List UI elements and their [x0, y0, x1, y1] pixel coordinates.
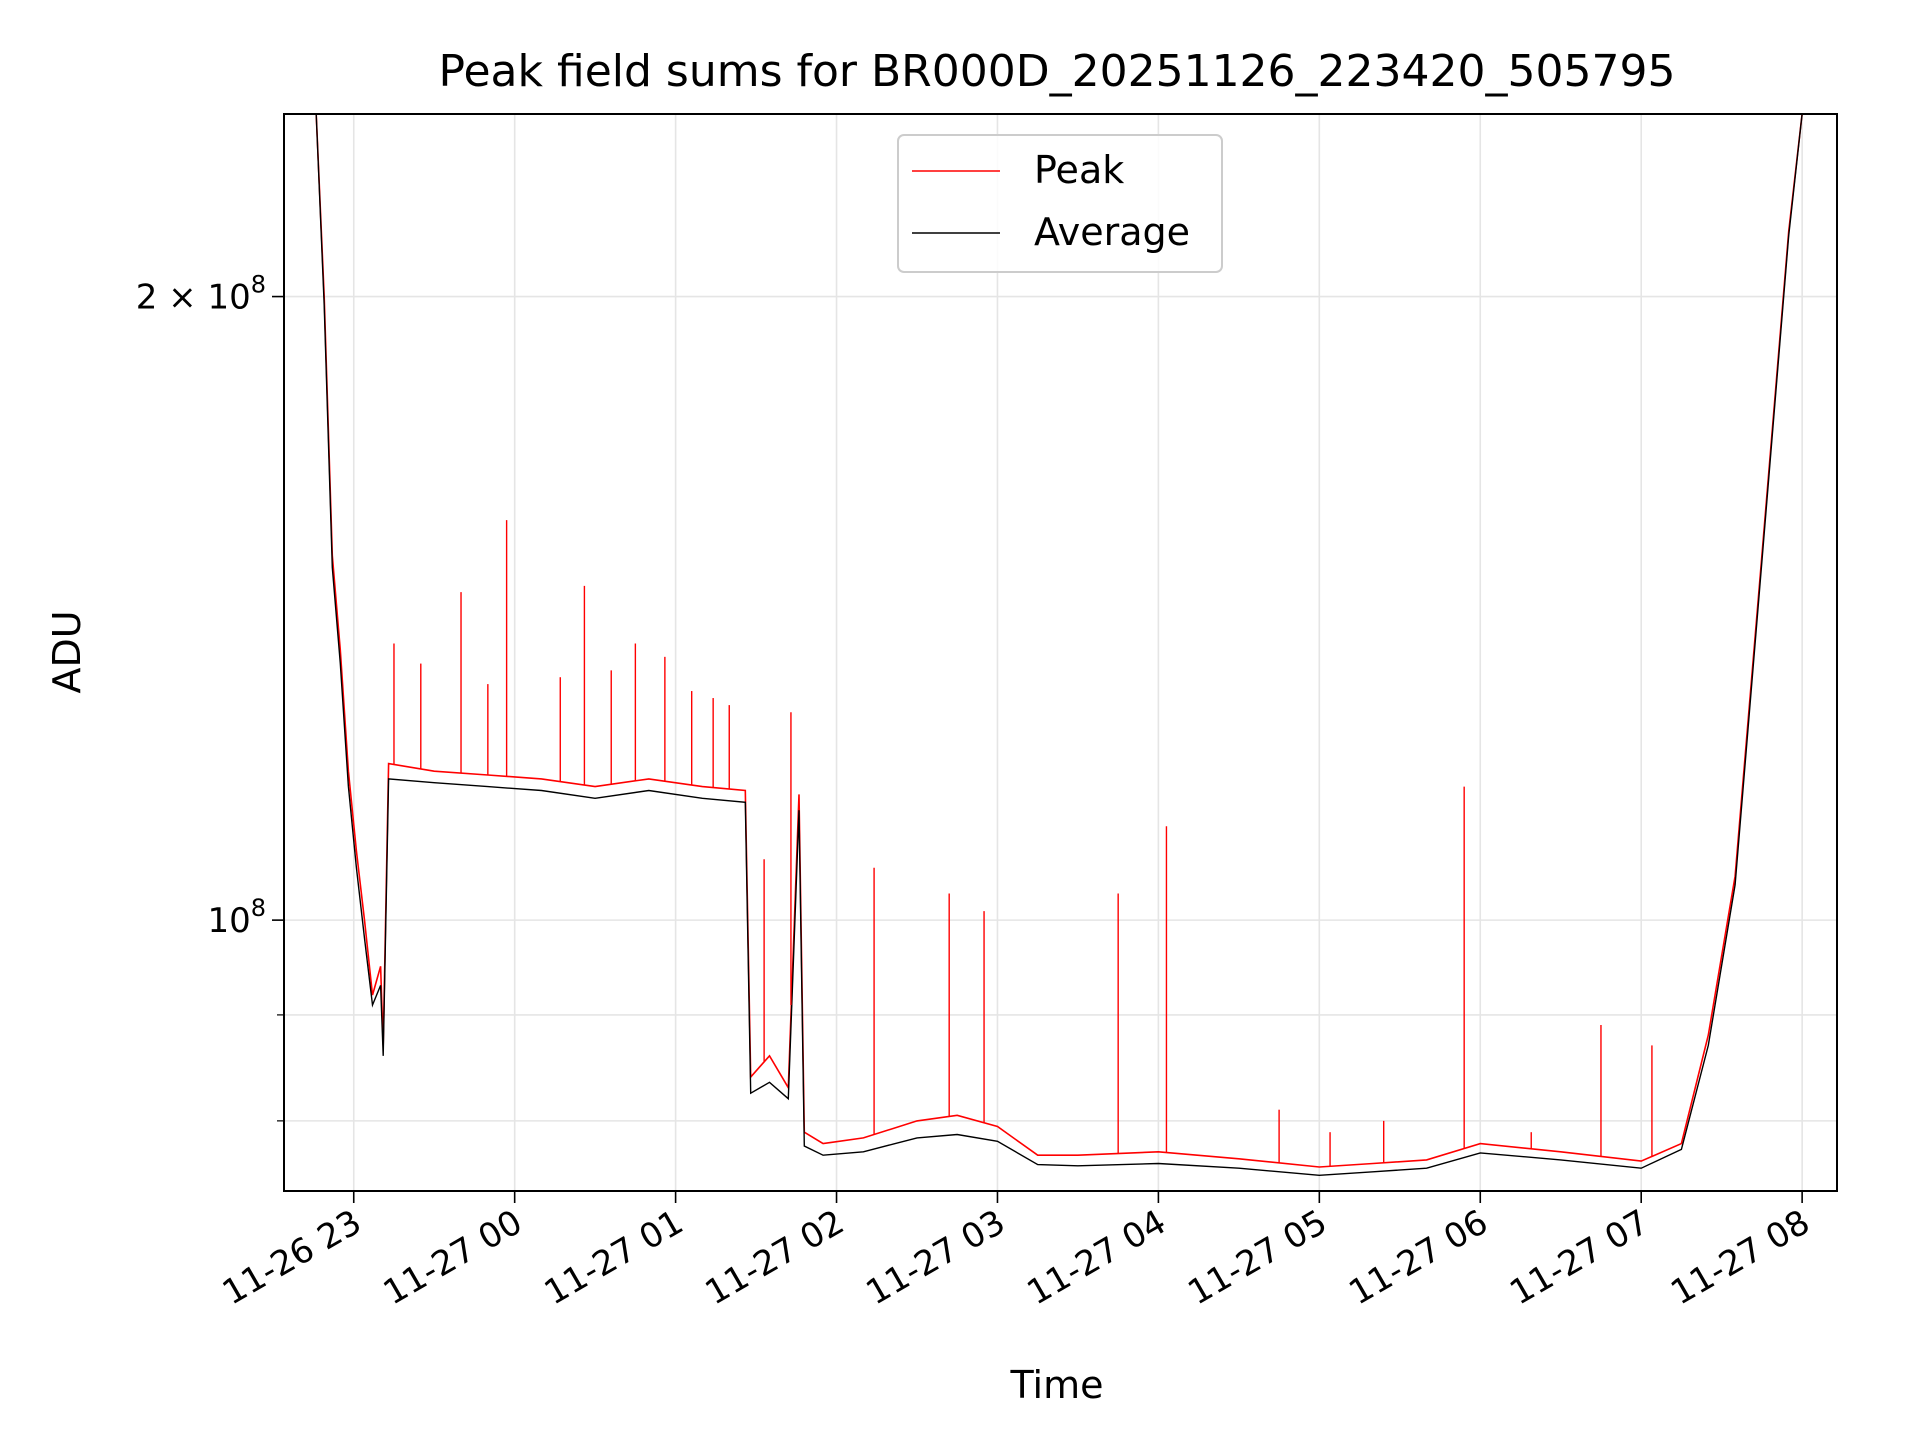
y-tick-label: 2 × 108: [136, 271, 266, 318]
x-axis-label: Time: [1010, 1363, 1104, 1407]
legend-peak-label: Peak: [1034, 148, 1124, 192]
y-axis-label: ADU: [45, 610, 89, 693]
plot-frame: [283, 113, 1838, 1192]
chart-title: Peak field sums for BR000D_20251126_2234…: [439, 46, 1676, 97]
legend: Peak Average: [897, 134, 1223, 273]
average-series-line: [284, 114, 1837, 1177]
legend-average-label: Average: [1034, 210, 1190, 254]
y-tick-label: 108: [207, 894, 266, 941]
